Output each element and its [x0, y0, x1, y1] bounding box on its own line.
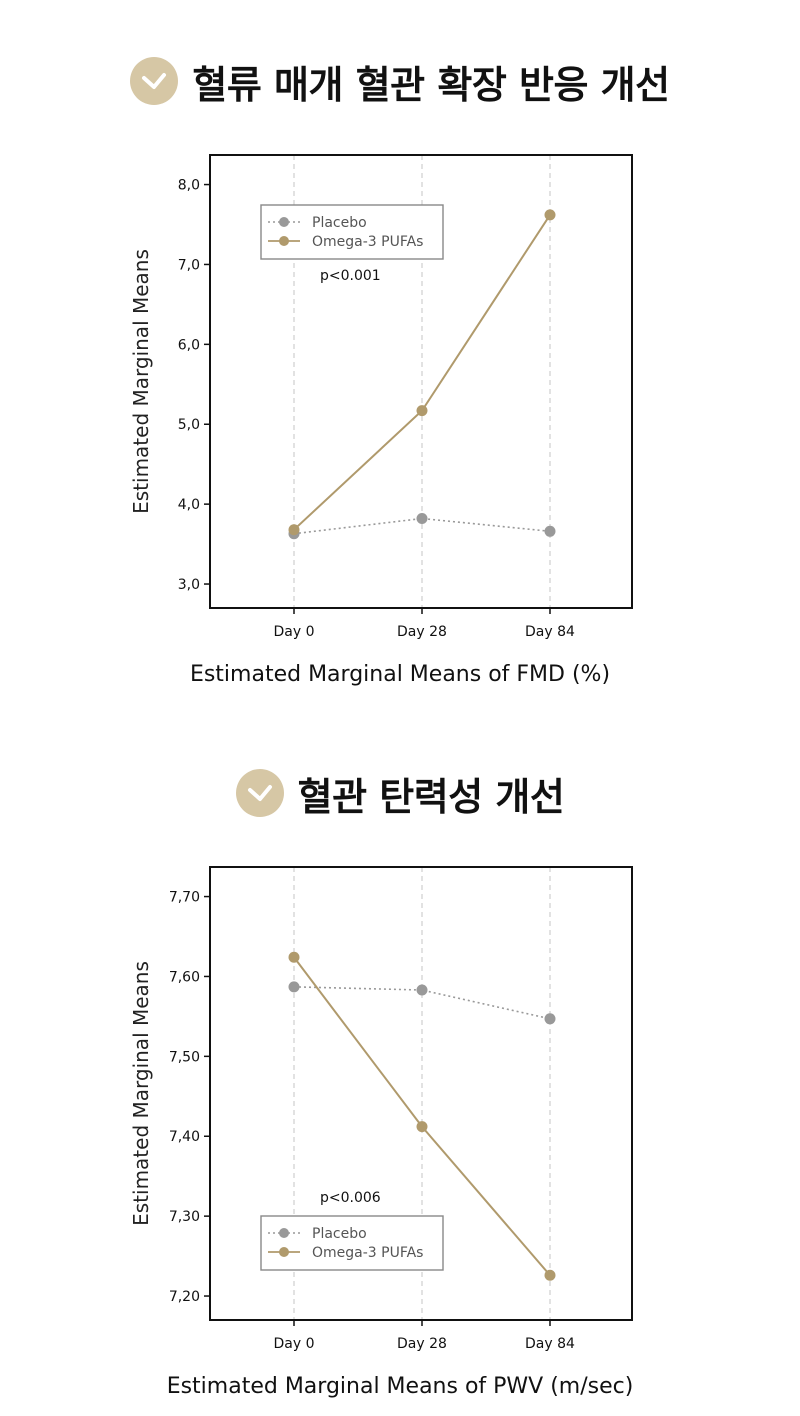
- plot-frame: [209, 866, 633, 1321]
- y-axis-label: Estimated Marginal Means: [129, 961, 153, 1226]
- pwv-chart: 7,20 7,30 7,40 7,50 7,60 7,70 Day 0 Day 28 Day 8…: [129, 866, 634, 1399]
- omega3-point-2: [544, 209, 556, 221]
- y-tick-label: 4,0: [178, 497, 200, 513]
- placebo-point-1: [416, 984, 428, 996]
- x-tick-label: Day 0: [273, 1336, 314, 1352]
- placebo-line: [293, 986, 551, 1020]
- placebo-point-1: [416, 513, 428, 525]
- x-tick-label: Day 28: [397, 624, 447, 640]
- fmd-heading: 혈류 매개 혈관 확장 반응 개선: [0, 56, 800, 107]
- x-tick-label: Day 0: [273, 624, 314, 640]
- y-tick-label: 7,60: [169, 969, 200, 985]
- omega3-point-2: [544, 1269, 556, 1281]
- fmd-chart: 3,0 4,0 5,0 6,0 7,0 8,0 Day 0 Day 28 Day 84 Estim…: [129, 154, 633, 687]
- x-tick-label: Day 28: [397, 1336, 447, 1352]
- x-tick-label: Day 84: [525, 1336, 575, 1352]
- pwv-heading-text: 혈관 탄력성 개선: [297, 774, 565, 819]
- y-tick-label: 6,0: [178, 337, 200, 353]
- p-value-annotation: p<0.006: [320, 1190, 381, 1206]
- legend-label: Placebo: [312, 1226, 367, 1242]
- y-tick-label: 3,0: [178, 577, 200, 593]
- y-tick-label: 7,70: [169, 890, 200, 906]
- legend-label: Omega-3 PUFAs: [312, 234, 423, 250]
- omega3-point-0: [288, 951, 300, 963]
- y-tick-label: 7,30: [169, 1209, 200, 1225]
- y-tick-label: 5,0: [178, 417, 200, 433]
- y-tick-label: 8,0: [178, 178, 200, 194]
- x-tick-label: Day 84: [525, 624, 575, 640]
- legend-marker: [279, 217, 289, 227]
- fmd-heading-text: 혈류 매개 혈관 확장 반응 개선: [192, 62, 670, 107]
- legend-marker: [279, 236, 289, 246]
- check-icon: [130, 57, 179, 105]
- y-tick-label: 7,40: [169, 1129, 200, 1145]
- y-axis-label: Estimated Marginal Means: [129, 249, 153, 514]
- check-icon: [235, 769, 284, 817]
- legend-marker: [279, 1247, 289, 1257]
- x-axis-title: Estimated Marginal Means of PWV (m/sec): [167, 1374, 634, 1399]
- legend-box: [260, 204, 444, 260]
- placebo-point-2: [544, 525, 556, 537]
- y-tick-label: 7,50: [169, 1049, 200, 1065]
- omega3-point-1: [416, 405, 428, 417]
- placebo-point-2: [544, 1013, 556, 1025]
- legend-label: Omega-3 PUFAs: [312, 1245, 423, 1261]
- placebo-point-0: [288, 981, 300, 993]
- legend-marker: [279, 1228, 289, 1238]
- omega3-point-0: [288, 524, 300, 536]
- pwv-heading: 혈관 탄력성 개선: [0, 768, 800, 819]
- y-tick-label: 7,20: [169, 1289, 200, 1305]
- p-value-annotation: p<0.001: [320, 268, 381, 284]
- legend-label: Placebo: [312, 215, 367, 231]
- plot-frame: [209, 154, 633, 609]
- omega3-point-1: [416, 1121, 428, 1133]
- legend-box: [260, 1215, 444, 1271]
- y-tick-label: 7,0: [178, 257, 200, 273]
- x-axis-title: Estimated Marginal Means of FMD (%): [190, 662, 610, 687]
